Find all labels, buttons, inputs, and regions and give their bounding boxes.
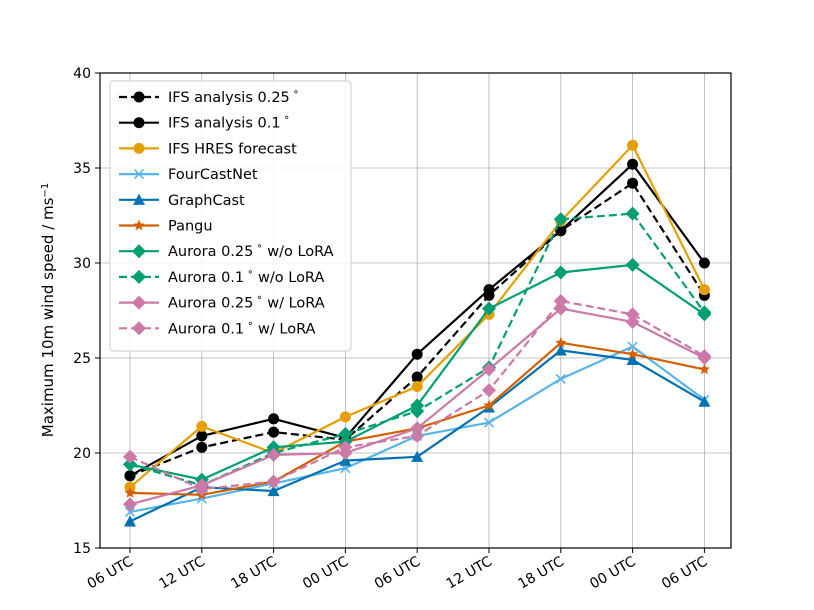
data-point	[482, 362, 496, 377]
legend-box	[109, 80, 352, 352]
data-point	[627, 139, 639, 151]
data-point	[627, 177, 639, 189]
data-point	[553, 294, 568, 308]
data-point	[483, 417, 495, 428]
legend-label: Aurora 0.1 ∘ w/ LoRA	[168, 318, 316, 337]
data-point	[266, 447, 281, 462]
legend-label: IFS analysis 0.1 ∘	[168, 113, 290, 132]
legend-label: GraphCast	[168, 193, 245, 209]
legend-marker	[133, 142, 145, 154]
x-tick-label: 06 UTC	[85, 554, 137, 593]
legend-marker	[132, 321, 146, 336]
data-point	[483, 284, 495, 296]
data-point	[339, 411, 351, 423]
y-tick-label: 25	[73, 351, 91, 367]
data-point	[410, 428, 425, 443]
data-point	[411, 450, 424, 462]
x-tick-label: 06 UTC	[659, 554, 711, 593]
legend-label: IFS HRES forecast	[168, 141, 297, 157]
data-point	[625, 314, 640, 329]
data-point	[196, 420, 208, 432]
data-point	[410, 404, 425, 419]
data-point	[554, 344, 567, 356]
data-point	[268, 426, 280, 438]
data-point	[410, 421, 425, 436]
data-point	[698, 257, 710, 269]
legend-marker	[132, 269, 146, 284]
data-point	[124, 486, 136, 498]
data-point	[625, 307, 640, 322]
legend-marker	[132, 244, 146, 259]
legend-marker	[133, 91, 145, 103]
data-point	[626, 353, 639, 365]
data-point	[698, 284, 710, 296]
data-point	[196, 430, 208, 442]
data-point	[124, 506, 136, 517]
x-tick-label: 00 UTC	[300, 554, 352, 593]
data-point	[267, 485, 280, 497]
y-tick-label: 40	[73, 66, 91, 82]
data-point	[123, 457, 137, 472]
series-lines	[123, 139, 712, 527]
data-point	[697, 305, 712, 320]
data-point	[411, 348, 423, 360]
legend-marker	[133, 193, 145, 205]
y-tick-label: 15	[73, 541, 91, 557]
data-point	[555, 373, 566, 384]
data-point	[625, 206, 640, 221]
data-point	[698, 363, 711, 375]
data-point	[123, 497, 137, 512]
data-point	[266, 474, 281, 489]
data-point	[411, 381, 423, 392]
legend-marker	[133, 219, 145, 231]
legend-label: IFS analysis 0.25 ∘	[168, 87, 299, 106]
legend-label: Aurora 0.25 ∘ w/o LoRA	[168, 241, 334, 260]
data-point	[194, 482, 209, 497]
data-point	[482, 301, 496, 316]
data-point	[411, 371, 423, 383]
y-axis-label: Maximum 10m wind speed / ms−1	[39, 183, 57, 437]
data-point	[339, 454, 352, 466]
data-point	[626, 348, 639, 360]
data-point	[553, 212, 568, 227]
x-tick-label: 12 UTC	[156, 554, 208, 593]
data-point	[698, 395, 711, 407]
data-point	[196, 441, 208, 453]
data-point	[483, 399, 495, 411]
legend: IFS analysis 0.25 ∘ IFS analysis 0.1 ∘ IFS H…	[109, 80, 352, 352]
x-tick-label: 18 UTC	[515, 554, 567, 593]
data-point	[697, 349, 712, 364]
data-point	[555, 225, 567, 237]
legend-label: Pangu	[168, 219, 213, 235]
y-tick-label: 20	[73, 446, 91, 462]
legend-marker	[133, 117, 145, 129]
y-tick-label: 35	[73, 161, 91, 177]
data-point	[627, 158, 639, 170]
x-tick-label: 06 UTC	[372, 554, 424, 593]
y-tick-label: 30	[73, 256, 91, 272]
data-point	[555, 336, 567, 348]
data-point	[124, 515, 136, 527]
x-tick-label: 18 UTC	[228, 554, 280, 593]
data-point	[627, 341, 638, 352]
legend-label: Aurora 0.1 ∘ w/o LoRA	[168, 267, 324, 286]
legend-label: Aurora 0.25 ∘ w/ LoRA	[168, 293, 325, 312]
x-tick-label: 00 UTC	[587, 554, 639, 593]
data-point	[553, 265, 568, 280]
legend-marker	[132, 295, 146, 310]
data-point	[268, 413, 280, 425]
data-point	[482, 383, 496, 398]
data-point	[338, 427, 353, 441]
data-point	[625, 257, 640, 272]
plot-frame	[99, 72, 732, 549]
data-point	[124, 470, 136, 482]
legend-marker	[133, 169, 145, 180]
x-axis: 06 UTC 12 UTC 18 UTC 00 UTC 06 UTC 12 UTC 18 U…	[85, 548, 711, 592]
x-tick-label: 12 UTC	[444, 554, 496, 593]
data-point	[123, 449, 137, 464]
y-axis: 15 20 25 30 35 40	[73, 66, 100, 557]
data-point	[338, 440, 353, 455]
legend-label: FourCastNet	[168, 167, 258, 183]
